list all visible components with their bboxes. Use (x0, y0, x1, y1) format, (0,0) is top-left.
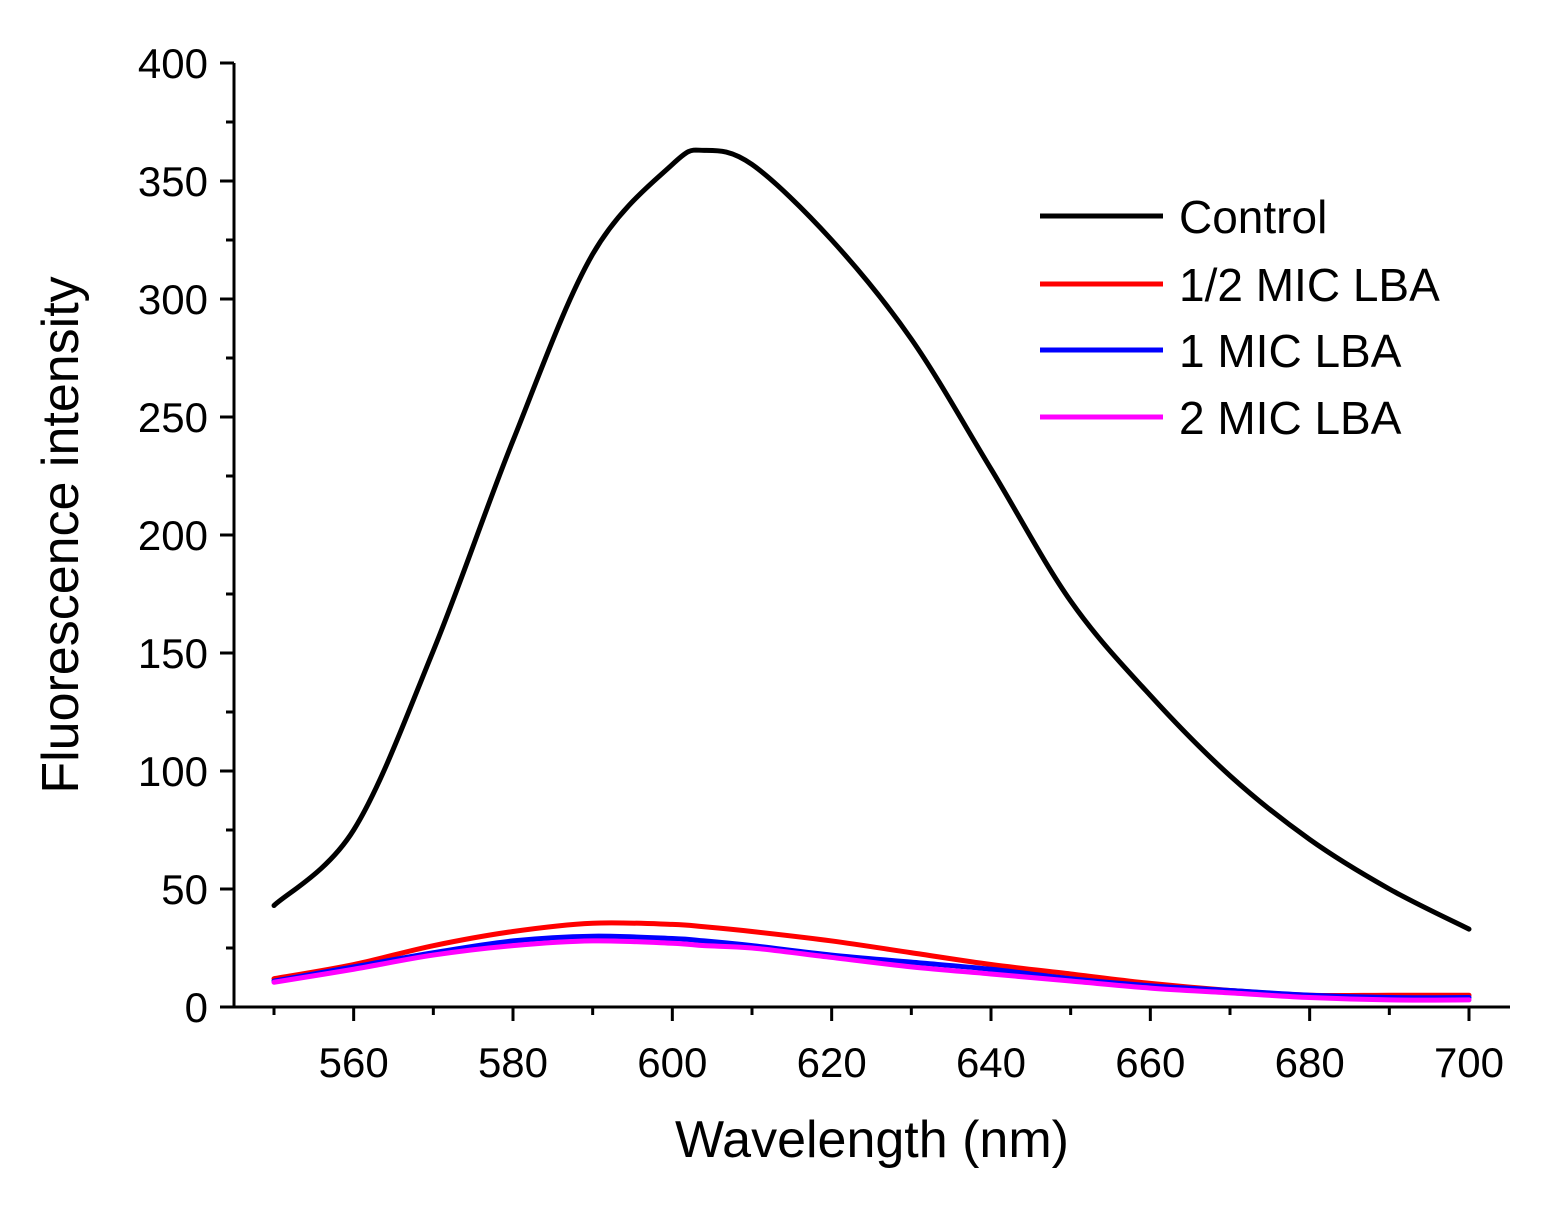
x-tick-label: 680 (1275, 1039, 1345, 1086)
series-line-2-mic-lba (271, 938, 1472, 1003)
y-tick-label: 150 (138, 630, 208, 677)
x-tick-label: 620 (797, 1039, 867, 1086)
y-tick-label: 50 (161, 866, 208, 913)
y-tick-label: 400 (138, 40, 208, 87)
x-tick-label: 580 (478, 1039, 548, 1086)
y-tick-label: 300 (138, 276, 208, 323)
y-tick-label: 100 (138, 748, 208, 795)
y-tick-label: 0 (185, 984, 208, 1031)
x-tick-label: 560 (319, 1039, 389, 1086)
x-axis-label: Wavelength (nm) (675, 1111, 1069, 1169)
y-tick-label: 200 (138, 512, 208, 559)
series-group (271, 147, 1472, 1003)
y-axis-label: Fluorescence intensity (32, 276, 90, 793)
x-tick-label: 700 (1434, 1039, 1504, 1086)
y-tick-label: 350 (138, 158, 208, 205)
x-tick-label: 640 (956, 1039, 1026, 1086)
legend-label: 2 MIC LBA (1179, 392, 1402, 444)
legend-label: 1/2 MIC LBA (1179, 259, 1440, 311)
y-tick-label: 250 (138, 394, 208, 441)
legend-label: Control (1179, 191, 1327, 243)
series-line-control (271, 147, 1472, 932)
legend: Control 1/2 MIC LBA 1 MIC LBA 2 MIC LBA (1040, 191, 1440, 444)
x-tick-label: 600 (637, 1039, 707, 1086)
legend-label: 1 MIC LBA (1179, 325, 1402, 377)
x-tick-label: 660 (1115, 1039, 1185, 1086)
axes: 0 50 100 150 200 250 300 350 400 560 580 600 620 640 6… (138, 40, 1510, 1086)
